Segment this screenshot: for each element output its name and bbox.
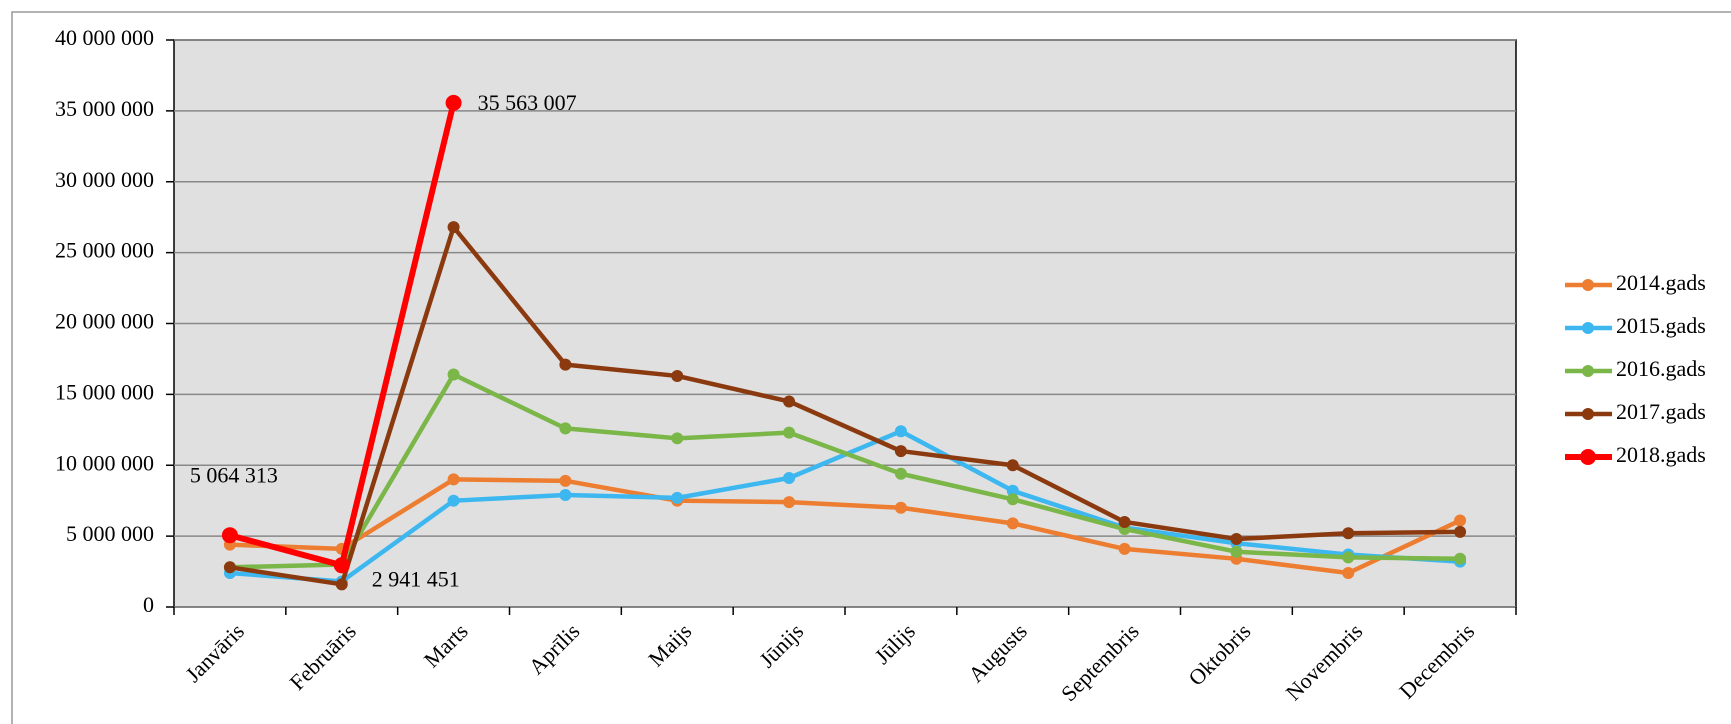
marker bbox=[221, 527, 238, 544]
marker bbox=[447, 494, 460, 507]
marker bbox=[559, 489, 572, 502]
marker bbox=[1454, 552, 1467, 565]
series-line bbox=[229, 477, 1462, 576]
y-tick-label: 30 000 000 bbox=[55, 167, 154, 192]
marker bbox=[894, 501, 907, 514]
marker bbox=[335, 578, 348, 591]
data-label: 5 064 313 bbox=[190, 462, 278, 487]
series-line bbox=[229, 224, 1461, 587]
legend-marker bbox=[1582, 279, 1594, 291]
marker bbox=[1118, 515, 1131, 528]
marker bbox=[671, 491, 684, 504]
legend-label: 2017.gads bbox=[1616, 399, 1706, 424]
legend-marker bbox=[1580, 449, 1596, 465]
marker bbox=[1230, 545, 1243, 558]
marker bbox=[445, 94, 462, 111]
y-tick-label: 15 000 000 bbox=[55, 379, 154, 404]
marker bbox=[1342, 551, 1355, 564]
marker bbox=[894, 445, 907, 458]
marker bbox=[447, 221, 460, 234]
marker bbox=[447, 473, 460, 486]
marker bbox=[1454, 514, 1467, 527]
y-tick-label: 25 000 000 bbox=[55, 238, 154, 263]
y-tick-label: 0 bbox=[143, 592, 154, 617]
marker bbox=[1006, 517, 1019, 530]
series-line bbox=[229, 372, 1461, 570]
marker bbox=[333, 557, 350, 574]
marker bbox=[783, 426, 796, 439]
data-label: 35 563 007 bbox=[478, 90, 577, 115]
marker bbox=[894, 467, 907, 480]
marker bbox=[559, 358, 572, 371]
marker bbox=[1342, 566, 1355, 579]
legend-label: 2015.gads bbox=[1616, 313, 1706, 338]
marker bbox=[894, 425, 907, 438]
y-tick-label: 40 000 000 bbox=[55, 25, 154, 50]
marker bbox=[1006, 459, 1019, 472]
marker bbox=[783, 496, 796, 509]
marker bbox=[1342, 527, 1355, 540]
marker bbox=[559, 422, 572, 435]
y-tick-label: 5 000 000 bbox=[66, 521, 154, 546]
y-tick-label: 35 000 000 bbox=[55, 96, 154, 121]
y-tick-label: 10 000 000 bbox=[55, 450, 154, 475]
legend-label: 2016.gads bbox=[1616, 356, 1706, 381]
marker bbox=[671, 432, 684, 445]
marker bbox=[223, 561, 236, 574]
marker bbox=[671, 369, 684, 382]
marker bbox=[1006, 484, 1019, 497]
legend-marker bbox=[1582, 408, 1594, 420]
legend-label: 2014.gads bbox=[1616, 270, 1706, 295]
data-label: 2 941 451 bbox=[372, 566, 460, 591]
marker bbox=[447, 368, 460, 381]
marker bbox=[1006, 493, 1019, 506]
y-tick-label: 20 000 000 bbox=[55, 309, 154, 334]
marker bbox=[783, 472, 796, 485]
marker bbox=[783, 395, 796, 408]
marker bbox=[559, 474, 572, 487]
legend-marker bbox=[1582, 322, 1594, 334]
marker bbox=[1118, 542, 1131, 555]
legend-marker bbox=[1582, 365, 1594, 377]
legend-label: 2018.gads bbox=[1616, 442, 1706, 467]
marker bbox=[1454, 525, 1467, 538]
marker bbox=[1230, 532, 1243, 545]
